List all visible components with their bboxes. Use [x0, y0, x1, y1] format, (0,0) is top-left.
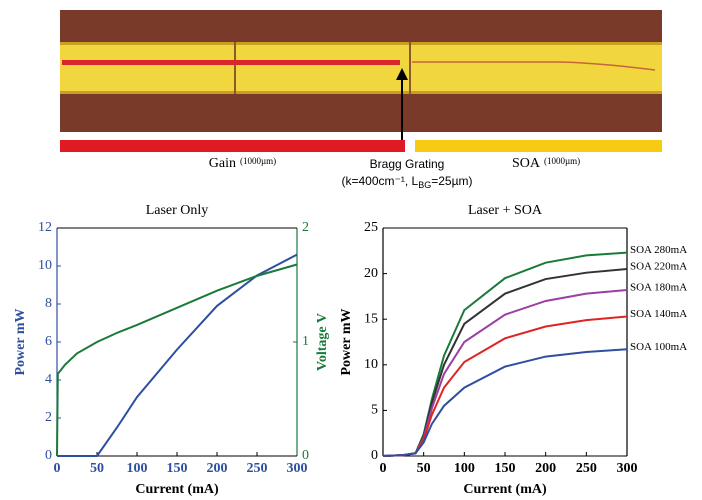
x-tick-label: 250 [576, 461, 597, 476]
chart-title: Laser Only [146, 203, 209, 218]
x-tick-label: 250 [247, 461, 268, 476]
y-tick-label: 20 [364, 266, 378, 281]
gain-length: (1000µm) [240, 156, 276, 166]
y-tick-label: 15 [364, 311, 378, 326]
bragg-params-b: =25µm) [431, 174, 472, 188]
bragg-params: (k=400cm⁻¹, LBG=25µm) [342, 174, 473, 190]
y-tick-label: 6 [45, 334, 52, 349]
micrograph [60, 10, 662, 152]
y-tick-label: 0 [371, 448, 378, 463]
gain-label: Gain [209, 156, 236, 171]
x-tick-label: 300 [617, 461, 638, 476]
x-tick-label: 150 [495, 461, 516, 476]
legend-label: SOA 180mA [630, 282, 687, 294]
x-tick-label: 150 [167, 461, 188, 476]
x-axis-label: Current (mA) [463, 482, 547, 497]
bragg-label: Bragg Grating [370, 157, 445, 171]
x-axis-label: Current (mA) [135, 482, 219, 497]
y-axis-label: Power mW [339, 309, 354, 376]
x-tick-label: 0 [54, 461, 61, 476]
soa-length: (1000µm) [544, 156, 580, 166]
y-tick-label: 5 [371, 403, 378, 418]
y-tick-label: 10 [364, 357, 378, 372]
bragg-params-a: (k=400cm⁻¹, L [342, 174, 419, 188]
series-line [57, 253, 298, 457]
series-line [56, 263, 298, 457]
y2-tick-label: 0 [302, 448, 309, 463]
y2-tick-label: 1 [302, 334, 309, 349]
x-tick-label: 200 [535, 461, 556, 476]
series-line [382, 289, 628, 457]
series-line [382, 348, 628, 457]
chart-title: Laser + SOA [468, 203, 543, 218]
y-tick-label: 10 [38, 258, 52, 273]
legend-label: SOA 140mA [630, 308, 687, 320]
y-tick-label: 12 [38, 220, 52, 235]
x-tick-label: 300 [287, 461, 308, 476]
y-axis-label: Power mW [13, 309, 28, 376]
series-line [382, 315, 628, 457]
x-tick-label: 100 [454, 461, 475, 476]
bragg-params-sub: BG [418, 180, 431, 190]
soa-label: SOA [512, 156, 541, 171]
x-tick-label: 0 [380, 461, 387, 476]
x-tick-label: 200 [207, 461, 228, 476]
y-tick-label: 4 [45, 372, 52, 387]
series-line [382, 251, 628, 457]
legend-label: SOA 100mA [630, 341, 687, 353]
y-tick-label: 0 [45, 448, 52, 463]
legend-label: SOA 220mA [630, 261, 687, 273]
y-tick-label: 8 [45, 296, 52, 311]
y2-tick-label: 2 [302, 220, 309, 235]
x-tick-label: 50 [90, 461, 104, 476]
x-tick-label: 100 [127, 461, 148, 476]
y-tick-label: 2 [45, 410, 52, 425]
legend-label: SOA 280mA [630, 244, 687, 256]
x-tick-label: 50 [417, 461, 431, 476]
y-tick-label: 25 [364, 220, 378, 235]
series-line [382, 268, 628, 457]
y2-axis-label: Voltage V [315, 313, 330, 371]
